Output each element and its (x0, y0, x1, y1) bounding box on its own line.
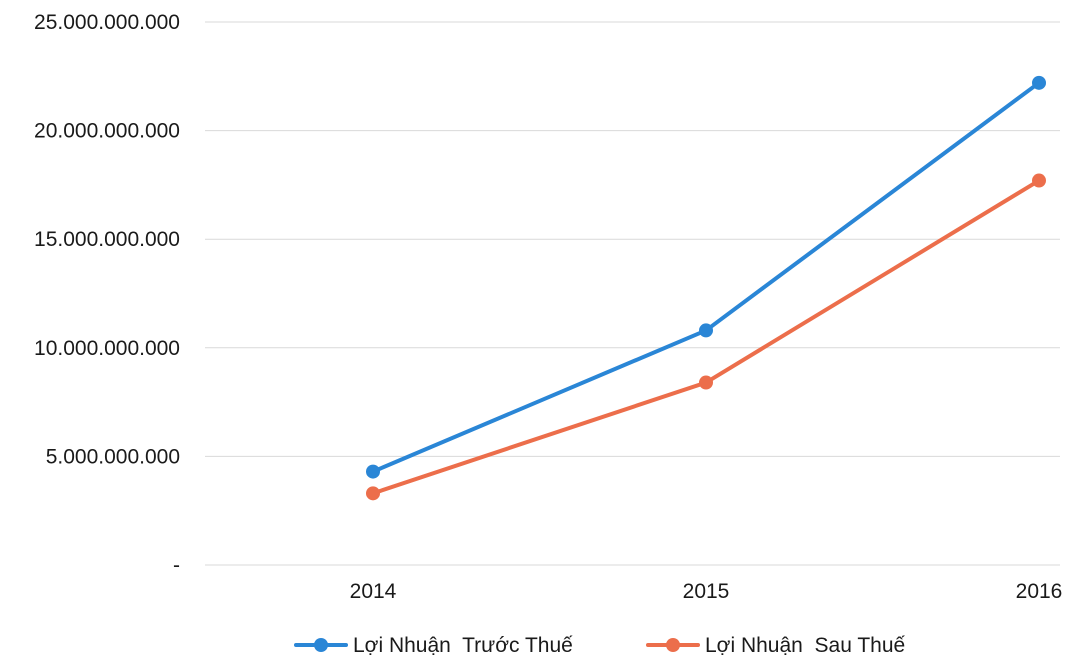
data-point (366, 464, 380, 479)
data-point (699, 375, 713, 390)
legend: Lợi Nhuận Trước Thuế Lợi Nhuận Sau Thuế (294, 634, 906, 657)
legend-swatch-marker (666, 638, 680, 652)
y-tick-label: 20.000.000.000 (34, 120, 180, 143)
x-tick-label: 2014 (350, 580, 397, 603)
legend-item: Lợi Nhuận Sau Thuế (646, 634, 906, 657)
legend-label: Lợi Nhuận Sau Thuế (705, 634, 906, 657)
legend-label: Lợi Nhuận Trước Thuế (353, 634, 573, 657)
y-tick-label: 10.000.000.000 (34, 337, 180, 360)
gridlines (205, 21, 1060, 566)
series-2 (366, 173, 1046, 501)
x-axis-tick-labels: 2014 2015 2016 (350, 580, 1063, 603)
y-tick-label: 5.000.000.000 (46, 445, 180, 468)
data-point (699, 323, 713, 338)
y-tick-label: 25.000.000.000 (34, 11, 180, 34)
legend-item: Lợi Nhuận Trước Thuế (294, 634, 573, 657)
data-point (1032, 75, 1046, 90)
series-lines (366, 75, 1046, 501)
series-1 (366, 75, 1046, 479)
data-point (366, 486, 380, 501)
x-tick-label: 2016 (1016, 580, 1063, 603)
data-point (1032, 173, 1046, 188)
x-tick-label: 2015 (683, 580, 730, 603)
y-tick-label: 15.000.000.000 (34, 228, 180, 251)
legend-swatch-marker (314, 638, 328, 652)
y-tick-label: - (173, 554, 180, 577)
y-axis-tick-labels: - 5.000.000.000 10.000.000.000 15.000.000.0… (34, 11, 180, 577)
series-line (371, 80, 1041, 474)
